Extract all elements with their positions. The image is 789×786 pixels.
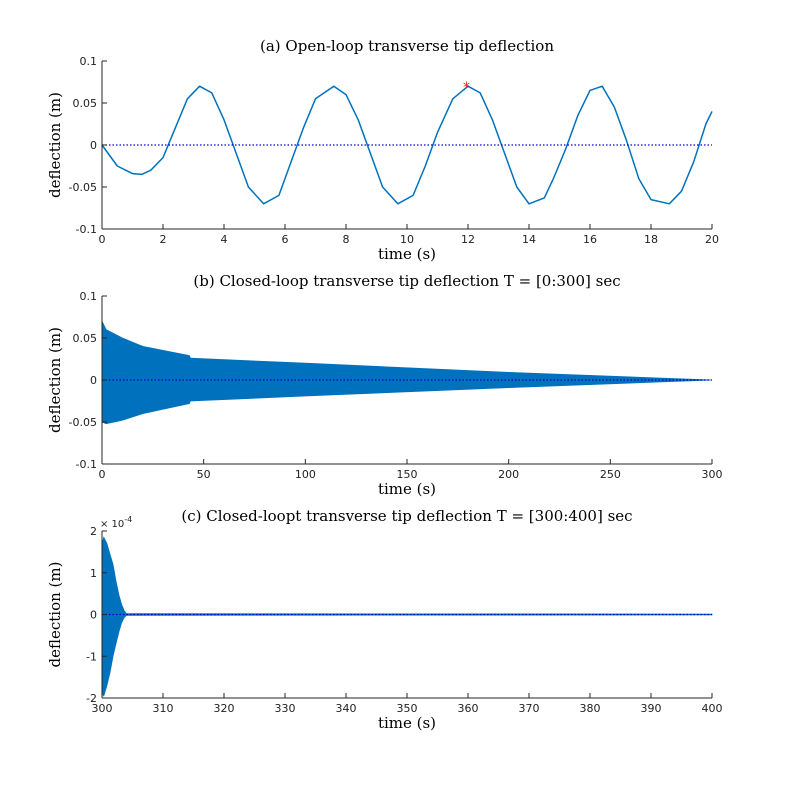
x-tick-label: 380	[580, 702, 601, 715]
y-tick-label: -0.1	[76, 458, 97, 471]
x-tick-label: 4	[221, 233, 228, 246]
chart-panel-3: (c) Closed-loopt transverse tip deflecti…	[46, 507, 723, 732]
chart-panel-2: (b) Closed-loop transverse tip deflectio…	[46, 272, 723, 498]
y-tick-label: 0.05	[73, 332, 98, 345]
y-axis-label: deflection (m)	[46, 92, 64, 198]
x-tick-label: 350	[397, 702, 418, 715]
x-tick-label: 14	[522, 233, 536, 246]
x-tick-label: 390	[641, 702, 662, 715]
x-tick-label: 360	[458, 702, 479, 715]
y-axis-label: deflection (m)	[46, 327, 64, 433]
x-tick-label: 330	[275, 702, 296, 715]
x-tick-label: 200	[498, 468, 519, 481]
x-tick-label: 6	[282, 233, 289, 246]
y-tick-label: 1	[90, 567, 97, 580]
y-tick-label: 0.1	[80, 290, 98, 303]
x-tick-label: 320	[214, 702, 235, 715]
x-tick-label: 18	[644, 233, 658, 246]
x-tick-label: 20	[705, 233, 719, 246]
x-tick-label: 0	[99, 233, 106, 246]
y-tick-label: 0	[90, 139, 97, 152]
chart-title: (c) Closed-loopt transverse tip deflecti…	[181, 507, 632, 525]
x-tick-label: 340	[336, 702, 357, 715]
y-tick-label: 0	[90, 609, 97, 622]
x-tick-label: 300	[702, 468, 723, 481]
x-tick-label: 300	[92, 702, 113, 715]
x-tick-label: 10	[400, 233, 414, 246]
y-tick-label: 0.1	[80, 55, 98, 68]
series-line	[101, 85, 713, 205]
x-tick-label: 150	[397, 468, 418, 481]
x-tick-label: 400	[702, 702, 723, 715]
x-tick-label: 250	[600, 468, 621, 481]
y-tick-label: 0	[90, 374, 97, 387]
x-tick-label: 8	[343, 233, 350, 246]
y-tick-label: -0.05	[69, 416, 97, 429]
y-tick-label: -1	[86, 650, 97, 663]
x-axis-label: time (s)	[378, 714, 436, 732]
y-tick-label: 2	[90, 525, 97, 538]
oscillation-envelope	[101, 536, 713, 697]
chart-title: (b) Closed-loop transverse tip deflectio…	[193, 272, 620, 290]
y-exponent-label: × 10-4	[100, 515, 132, 530]
x-tick-label: 0	[99, 468, 106, 481]
x-axis-label: time (s)	[378, 480, 436, 498]
x-tick-label: 2	[160, 233, 167, 246]
x-tick-label: 50	[197, 468, 211, 481]
x-tick-label: 370	[519, 702, 540, 715]
y-tick-label: 0.05	[73, 97, 98, 110]
chart-title: (a) Open-loop transverse tip deflection	[260, 37, 554, 55]
oscillation-envelope	[101, 321, 713, 425]
y-tick-label: -2	[86, 692, 97, 705]
x-axis-label: time (s)	[378, 245, 436, 263]
x-tick-label: 12	[461, 233, 475, 246]
y-tick-label: -0.05	[69, 181, 97, 194]
x-tick-label: 16	[583, 233, 597, 246]
y-axis-label: deflection (m)	[46, 562, 64, 668]
x-tick-label: 310	[153, 702, 174, 715]
y-tick-label: -0.1	[76, 223, 97, 236]
peak-marker: *	[463, 80, 470, 96]
x-tick-label: 100	[295, 468, 316, 481]
chart-panel-1: (a) Open-loop transverse tip deflection *…	[46, 37, 719, 263]
